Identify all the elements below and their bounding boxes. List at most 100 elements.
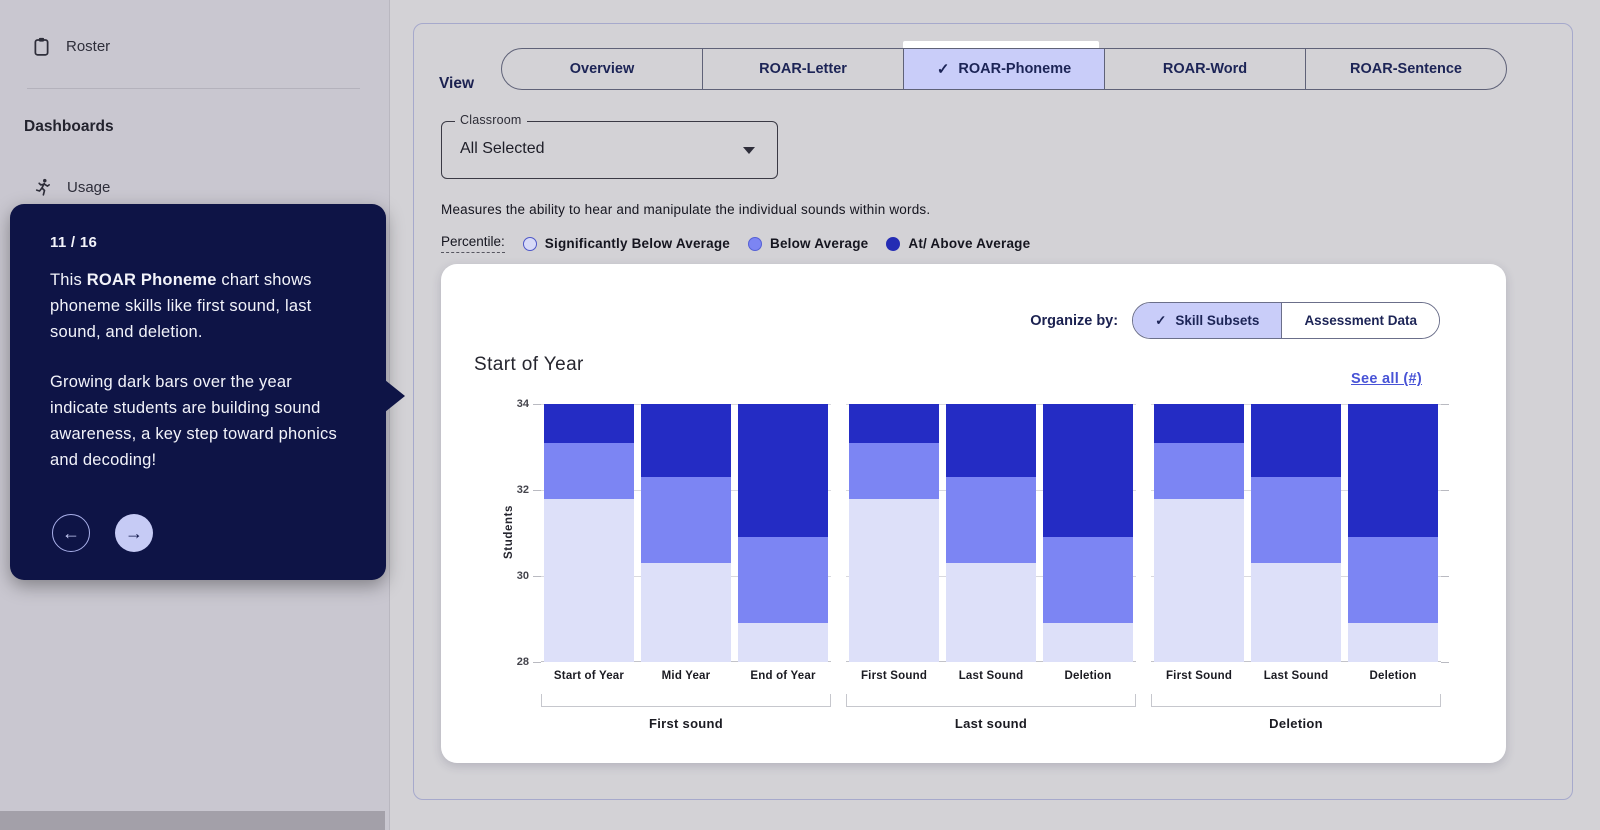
see-all-link[interactable]: See all (#): [1351, 371, 1422, 387]
arrow-left-icon: ←: [62, 522, 80, 543]
tour-step-counter: 11 / 16: [50, 234, 98, 251]
check-icon: ✓: [1155, 312, 1167, 328]
bar-segment[interactable]: [1043, 404, 1133, 538]
y-tick-label: 32: [516, 484, 529, 496]
bar-segment[interactable]: [1154, 404, 1244, 443]
sidebar-item-label: Usage: [67, 179, 111, 196]
bar-segment[interactable]: [544, 442, 634, 499]
y-tick-mark: [533, 490, 541, 491]
bar-segment[interactable]: [544, 404, 634, 443]
legend-dot-icon: [748, 236, 762, 251]
bar-segment[interactable]: [1043, 537, 1133, 624]
legend-item-at-above: At/ Above Average: [886, 236, 1030, 251]
legend-item-sig-below: Significantly Below Average: [522, 236, 730, 251]
bar-segment[interactable]: [1251, 477, 1341, 564]
tab-roar-sentence[interactable]: ROAR-Sentence: [1305, 49, 1506, 89]
bar: [641, 404, 731, 662]
x-tick-label: Last Sound: [1263, 670, 1329, 682]
tour-tooltip: 11 / 16 This ROAR Phoneme chart shows ph…: [10, 204, 405, 580]
y-tick-mark: [1441, 576, 1449, 577]
bar-segment[interactable]: [946, 404, 1036, 478]
bar-segment[interactable]: [1251, 404, 1341, 478]
bar-segment[interactable]: [946, 477, 1036, 564]
organize-by-label: Organize by:: [1030, 312, 1119, 329]
bar-segment[interactable]: [544, 498, 634, 662]
bar-segment[interactable]: [1348, 404, 1438, 538]
runner-icon: [32, 177, 53, 198]
percentile-label[interactable]: Percentile:: [441, 234, 505, 253]
x-tick-label: Deletion: [1369, 670, 1417, 682]
x-tick-label: First Sound: [860, 670, 928, 682]
chart-title: Start of Year: [474, 354, 584, 375]
bar-segment[interactable]: [1348, 623, 1438, 662]
classroom-select-label: Classroom: [455, 113, 527, 127]
tab-roar-word[interactable]: ROAR-Word: [1104, 49, 1305, 89]
legend-dot-icon: [522, 236, 537, 251]
y-tick-mark: [533, 576, 541, 577]
x-tick-label: End of Year: [750, 670, 816, 682]
toggle-skill-subsets[interactable]: ✓ Skill Subsets: [1133, 303, 1283, 338]
bar-segment[interactable]: [738, 623, 828, 662]
bar-segment[interactable]: [738, 404, 828, 538]
chart-plot-area: Students Start of Year Mid Year End of Yea…: [503, 398, 1449, 744]
spotlight-highlight: [903, 41, 1099, 49]
bar-segment[interactable]: [1043, 623, 1133, 662]
main-panel: View Overview ROAR-Letter ✓ ROAR-Phoneme…: [413, 23, 1573, 800]
bar-segment[interactable]: [1154, 442, 1244, 499]
bar-segment[interactable]: [849, 442, 939, 499]
y-tick-mark: [1441, 490, 1449, 491]
group-bracket: [1151, 694, 1441, 707]
bar-segment[interactable]: [1348, 537, 1438, 624]
chevron-down-icon: [743, 147, 755, 154]
x-tick-label: Deletion: [1064, 670, 1112, 682]
y-tick-mark: [1441, 404, 1449, 405]
bar-segment[interactable]: [1251, 563, 1341, 662]
bar: [1348, 404, 1438, 662]
classroom-select[interactable]: Classroom All Selected: [441, 113, 778, 179]
x-tick-label: Mid Year: [661, 670, 711, 682]
toggle-assessment-data[interactable]: Assessment Data: [1282, 303, 1439, 338]
tab-roar-phoneme[interactable]: ✓ ROAR-Phoneme: [903, 49, 1104, 89]
x-tick-label: Last Sound: [958, 670, 1024, 682]
percentile-legend: Percentile: Significantly Below Average …: [441, 234, 1030, 253]
sidebar-item-roster[interactable]: Roster: [31, 36, 110, 57]
y-tick-mark: [533, 662, 541, 663]
legend-dot-icon: [886, 236, 901, 251]
minichart: First Sound Last Sound Deletion Last sound: [846, 404, 1136, 731]
bar-segment[interactable]: [1154, 498, 1244, 662]
tab-roar-letter[interactable]: ROAR-Letter: [702, 49, 903, 89]
description-text: Measures the ability to hear and manipul…: [441, 202, 931, 217]
tour-paragraph-2: Growing dark bars over the year indicate…: [50, 373, 337, 470]
y-tick-label: 34: [516, 398, 529, 410]
x-tick-label: Start of Year: [553, 670, 625, 682]
chart-card: Organize by: ✓ Skill Subsets Assessment …: [441, 264, 1506, 763]
tab-overview[interactable]: Overview: [569, 61, 635, 77]
y-tick-mark: [1441, 662, 1449, 663]
tour-next-button[interactable]: →: [115, 514, 153, 552]
minichart: First Sound Last Sound Deletion Deletion: [1151, 404, 1441, 731]
bar-segment[interactable]: [641, 404, 731, 478]
bar: [946, 404, 1036, 662]
sidebar-item-label: Roster: [66, 38, 111, 55]
bar-segment[interactable]: [946, 563, 1036, 662]
bar: [1043, 404, 1133, 662]
sidebar-item-usage[interactable]: Usage: [32, 177, 110, 198]
minichart: Start of Year Mid Year End of Year First so…: [541, 404, 831, 731]
y-tick-label: 30: [516, 570, 529, 582]
bar-segment[interactable]: [641, 563, 731, 662]
bar-segment[interactable]: [849, 404, 939, 443]
bar: [1251, 404, 1341, 662]
tour-prev-button[interactable]: ←: [52, 514, 90, 552]
view-tab-group: Overview ROAR-Letter ✓ ROAR-Phoneme ROAR…: [501, 48, 1507, 90]
bar: [849, 404, 939, 662]
bar: [1154, 404, 1244, 662]
group-label: Last sound: [954, 716, 1028, 731]
bar-segment[interactable]: [849, 498, 939, 662]
bar: [738, 404, 828, 662]
bar: [544, 404, 634, 662]
bar-segment[interactable]: [641, 477, 731, 564]
y-tick-label: 28: [516, 656, 529, 668]
group-bracket: [846, 694, 1136, 707]
bar-segment[interactable]: [738, 537, 828, 624]
classroom-select-value: All Selected: [460, 140, 545, 157]
